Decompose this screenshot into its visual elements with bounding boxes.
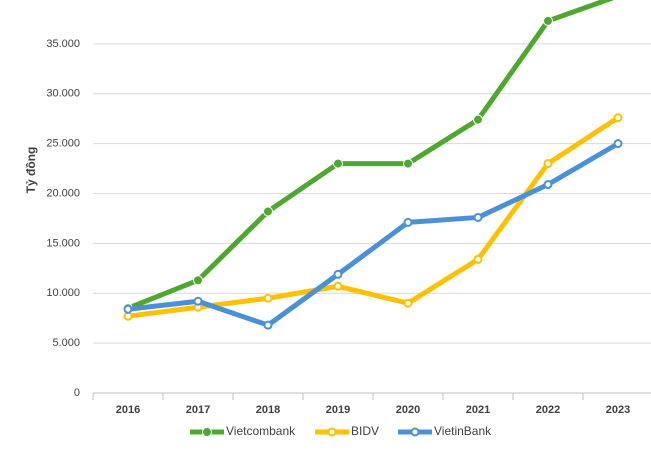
data-point bbox=[263, 320, 273, 330]
y-tick-label: 30.000 bbox=[46, 88, 80, 100]
x-tick-label: 2016 bbox=[116, 404, 140, 416]
legend-marker bbox=[327, 427, 337, 437]
data-point bbox=[403, 158, 413, 169]
x-tick-label: 2018 bbox=[256, 404, 280, 416]
legend-label: BIDV bbox=[351, 424, 379, 438]
series-line bbox=[127, 0, 615, 311]
y-tick-label: 25.000 bbox=[46, 138, 80, 150]
legend-marker bbox=[202, 427, 212, 437]
x-tick-label: 2023 bbox=[606, 404, 630, 416]
legend-marker bbox=[410, 427, 420, 437]
x-tick-label: 2020 bbox=[396, 404, 420, 416]
data-point bbox=[263, 206, 273, 217]
data-point bbox=[403, 217, 413, 227]
data-point bbox=[473, 212, 483, 222]
y-tick-label: 0 bbox=[74, 387, 80, 399]
x-tick-label: 2019 bbox=[326, 404, 350, 416]
data-point bbox=[193, 296, 203, 306]
series-line bbox=[127, 115, 620, 319]
x-tick-label: 2017 bbox=[186, 404, 210, 416]
y-tick-label: 35.000 bbox=[46, 38, 80, 50]
data-point bbox=[543, 159, 553, 169]
legend-label: VietinBank bbox=[434, 424, 492, 438]
data-point bbox=[123, 311, 133, 321]
data-point bbox=[333, 281, 343, 291]
x-tick-label: 2021 bbox=[466, 404, 490, 416]
data-point bbox=[193, 275, 203, 286]
data-point bbox=[613, 139, 623, 149]
data-point bbox=[473, 254, 483, 264]
data-point bbox=[543, 180, 553, 190]
data-point bbox=[263, 293, 273, 303]
y-tick-label: 5.000 bbox=[52, 337, 80, 349]
legend-label: Vietcombank bbox=[226, 424, 296, 438]
x-tick-label: 2022 bbox=[536, 404, 560, 416]
data-point bbox=[333, 158, 343, 169]
y-tick-label: 20.000 bbox=[46, 187, 80, 199]
data-point bbox=[543, 15, 553, 26]
data-point bbox=[403, 298, 413, 308]
y-tick-label: 15.000 bbox=[46, 237, 80, 249]
data-point bbox=[333, 269, 343, 279]
data-point bbox=[123, 304, 133, 314]
data-point bbox=[473, 114, 483, 125]
series-line bbox=[127, 141, 620, 328]
y-axis-label: Tỷ đồng bbox=[24, 147, 38, 194]
y-tick-label: 10.000 bbox=[46, 287, 80, 299]
data-point bbox=[613, 113, 623, 123]
